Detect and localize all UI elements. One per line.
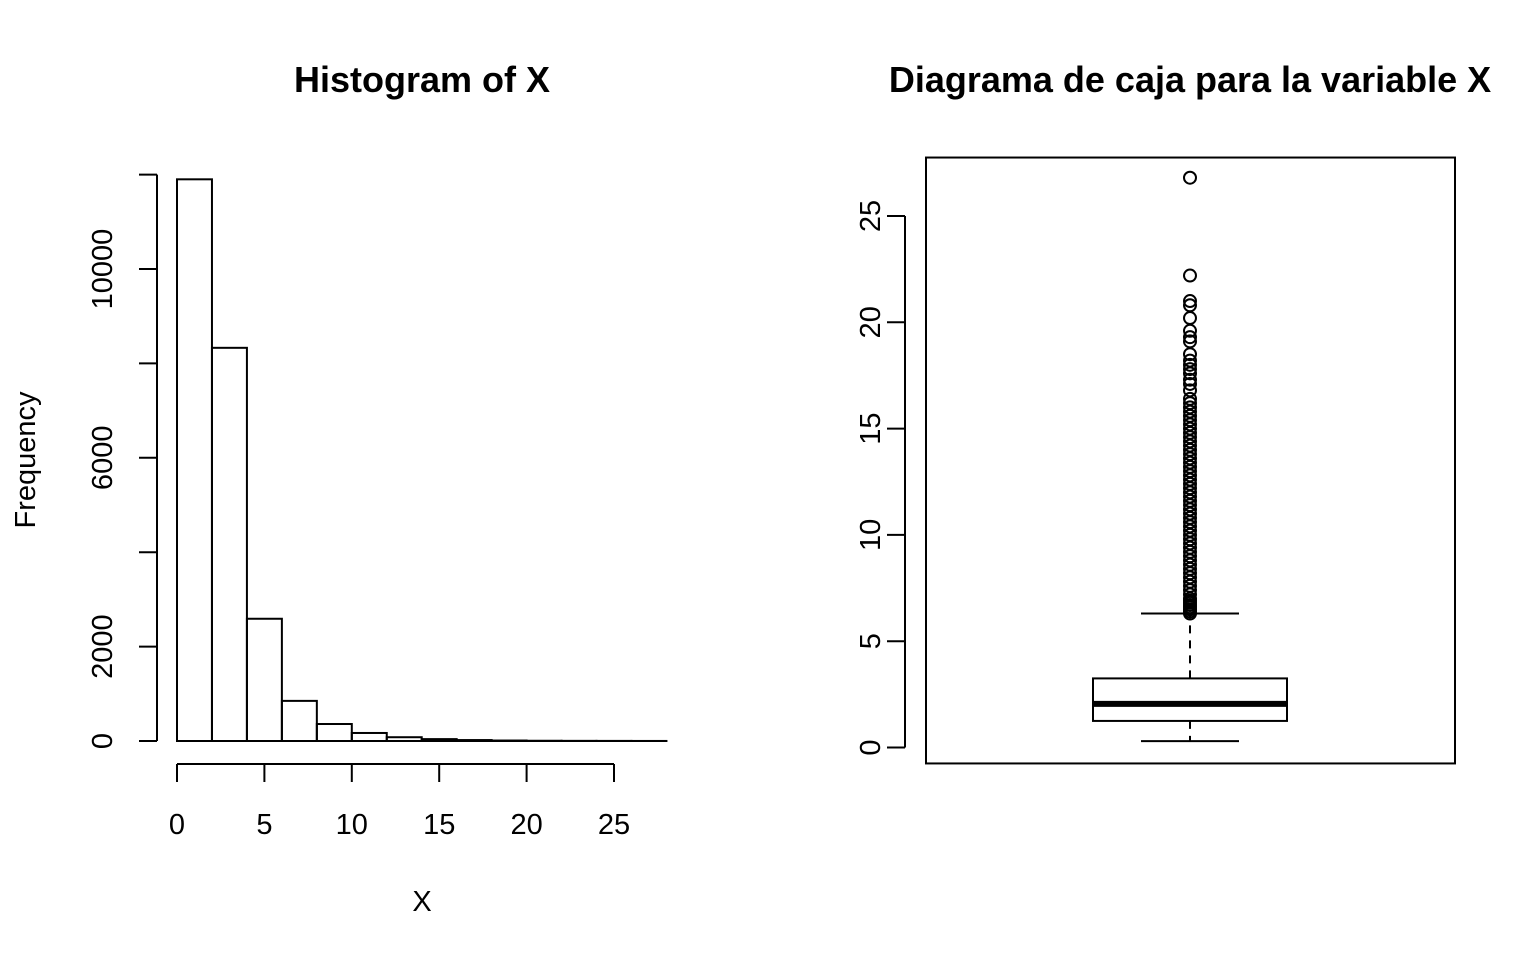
boxplot-outlier-point xyxy=(1183,357,1197,372)
boxplot-outlier-point xyxy=(1183,372,1197,387)
histogram-x-tick-label: 20 xyxy=(510,809,542,841)
boxplot-y-tick-label: 5 xyxy=(855,633,887,649)
boxplot-outlier-point xyxy=(1183,268,1197,283)
boxplot-outlier-point xyxy=(1183,391,1197,406)
histogram-y-axis-label: Frequency xyxy=(10,391,42,529)
boxplot-outlier-point xyxy=(1183,298,1197,313)
boxplot-plot-frame xyxy=(925,156,1456,765)
boxplot-outlier-point xyxy=(1183,353,1197,368)
histogram-x-tick-label: 0 xyxy=(169,809,185,841)
histogram-bar xyxy=(176,178,213,742)
boxplot-outlier-point xyxy=(1183,376,1197,391)
histogram-bar xyxy=(210,346,248,742)
boxplot-y-tick-label: 10 xyxy=(855,519,887,551)
histogram-bar xyxy=(385,736,423,742)
boxplot-y-tick-label: 15 xyxy=(855,412,887,444)
histogram-x-axis-label: X xyxy=(412,886,431,918)
boxplot-outlier-point xyxy=(1183,170,1197,185)
histogram-bar xyxy=(245,617,283,743)
boxplot-y-tick-label: 0 xyxy=(855,739,887,755)
histogram-x-tick-label: 5 xyxy=(256,809,272,841)
histogram-x-tick-label: 25 xyxy=(598,809,630,841)
boxplot-y-tick-label: 25 xyxy=(855,200,887,232)
histogram-y-tick-label: 6000 xyxy=(87,426,119,491)
boxplot-outlier-point xyxy=(1183,400,1197,415)
boxplot-outlier-point xyxy=(1183,362,1197,377)
histogram-bar xyxy=(315,723,353,742)
histogram-bar xyxy=(350,731,388,743)
histogram-y-tick-label: 2000 xyxy=(87,614,119,679)
boxplot-title: Diagrama de caja para la variable X xyxy=(889,59,1491,100)
histogram-x-tick-label: 15 xyxy=(423,809,455,841)
boxplot-y-tick-label: 20 xyxy=(855,306,887,338)
histogram-bar xyxy=(455,739,493,743)
histogram-y-tick-label: 10000 xyxy=(87,229,119,310)
boxplot-box xyxy=(1092,677,1288,722)
histogram-bar xyxy=(280,699,318,743)
histogram-x-tick-label: 10 xyxy=(336,809,368,841)
histogram-title: Histogram of X xyxy=(294,59,550,100)
boxplot-outlier-point xyxy=(1183,334,1197,349)
boxplot-outlier-point xyxy=(1183,383,1197,398)
boxplot-outlier-point xyxy=(1183,330,1197,345)
histogram-bar xyxy=(420,738,458,742)
histogram-y-tick-label: 0 xyxy=(87,733,119,749)
boxplot-outlier-point xyxy=(1183,294,1197,309)
boxplot-outlier-point xyxy=(1183,311,1197,326)
